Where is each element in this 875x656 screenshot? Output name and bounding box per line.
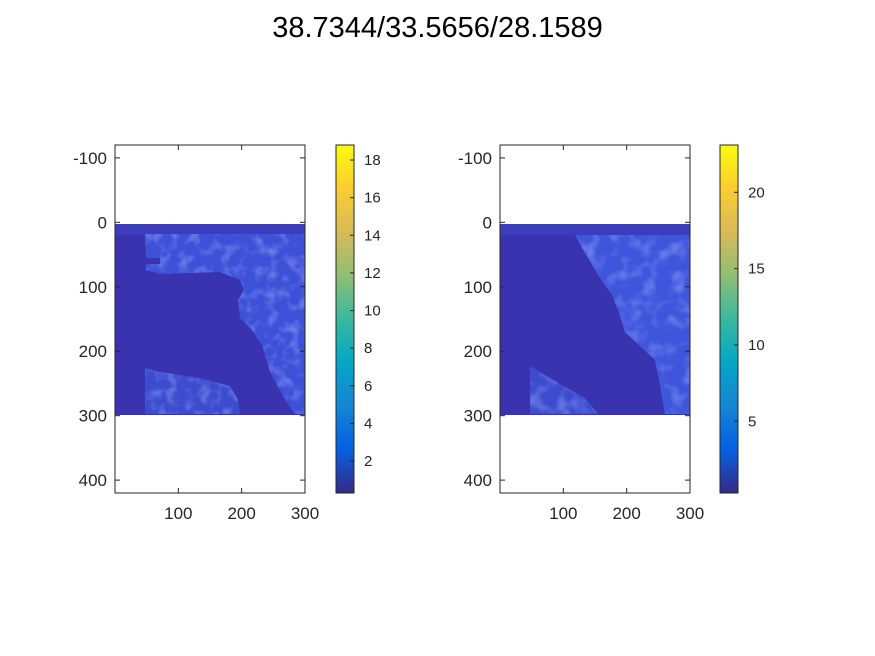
x-tick-label: 200 xyxy=(227,504,255,523)
left-colorbar-ticks: 2 4 6 8 10 12 14 16 18 xyxy=(350,152,381,470)
left-colorbar: 2 4 6 8 10 12 14 16 18 xyxy=(335,144,381,494)
y-tick-label: -100 xyxy=(73,149,107,168)
x-tick-label: 300 xyxy=(676,504,704,523)
x-tick-label: 300 xyxy=(291,504,319,523)
right-colorbar-ticks: 5 10 15 20 xyxy=(734,184,765,430)
x-tick-label: 100 xyxy=(549,504,577,523)
y-tick-label: 0 xyxy=(483,213,492,232)
right-y-ticks: -100 0 100 200 300 400 xyxy=(458,149,690,490)
left-heatmap-top-strip xyxy=(115,224,305,235)
colorbar-tick-label: 4 xyxy=(364,415,372,432)
left-colorbar-gradient xyxy=(335,144,355,494)
y-tick-label: 200 xyxy=(464,342,492,361)
left-y-ticks: -100 0 100 200 300 400 xyxy=(73,149,305,490)
colorbar-tick-label: 5 xyxy=(748,413,756,430)
colorbar-tick-label: 14 xyxy=(364,227,381,244)
colorbar-tick-label: 8 xyxy=(364,340,372,357)
left-x-ticks: 100 200 300 xyxy=(164,145,319,523)
right-heatmap-top-strip xyxy=(500,224,690,235)
left-axes: 100 200 300 -100 0 100 200 300 400 xyxy=(73,144,319,523)
colorbar-tick-label: 12 xyxy=(364,265,381,282)
right-colorbar: 5 10 15 20 xyxy=(719,144,765,494)
colorbar-tick-label: 10 xyxy=(364,303,381,320)
figure-title: 38.7344/33.5656/28.1589 xyxy=(272,12,603,44)
colorbar-tick-label: 15 xyxy=(748,261,765,278)
colorbar-tick-label: 18 xyxy=(364,152,381,169)
colorbar-tick-label: 10 xyxy=(748,337,765,354)
right-colorbar-gradient xyxy=(719,144,739,494)
x-tick-label: 200 xyxy=(612,504,640,523)
right-axes: 100 200 300 -100 0 100 200 300 400 xyxy=(458,144,704,523)
colorbar-tick-label: 20 xyxy=(748,184,765,201)
y-tick-label: -100 xyxy=(458,149,492,168)
y-tick-label: 400 xyxy=(464,471,492,490)
colorbar-tick-label: 6 xyxy=(364,378,372,395)
y-tick-label: 100 xyxy=(464,278,492,297)
left-axes-box xyxy=(114,144,306,494)
y-tick-label: 100 xyxy=(79,278,107,297)
y-tick-label: 400 xyxy=(79,471,107,490)
y-tick-label: 300 xyxy=(464,407,492,426)
right-axes-box xyxy=(499,144,691,494)
colorbar-tick-label: 16 xyxy=(364,190,381,207)
right-x-ticks: 100 200 300 xyxy=(549,145,704,523)
x-tick-label: 100 xyxy=(164,504,192,523)
y-tick-label: 300 xyxy=(79,407,107,426)
colorbar-tick-label: 2 xyxy=(364,453,372,470)
left-heatmap xyxy=(115,224,305,415)
right-heatmap xyxy=(500,224,690,415)
y-tick-label: 200 xyxy=(79,342,107,361)
y-tick-label: 0 xyxy=(98,213,107,232)
